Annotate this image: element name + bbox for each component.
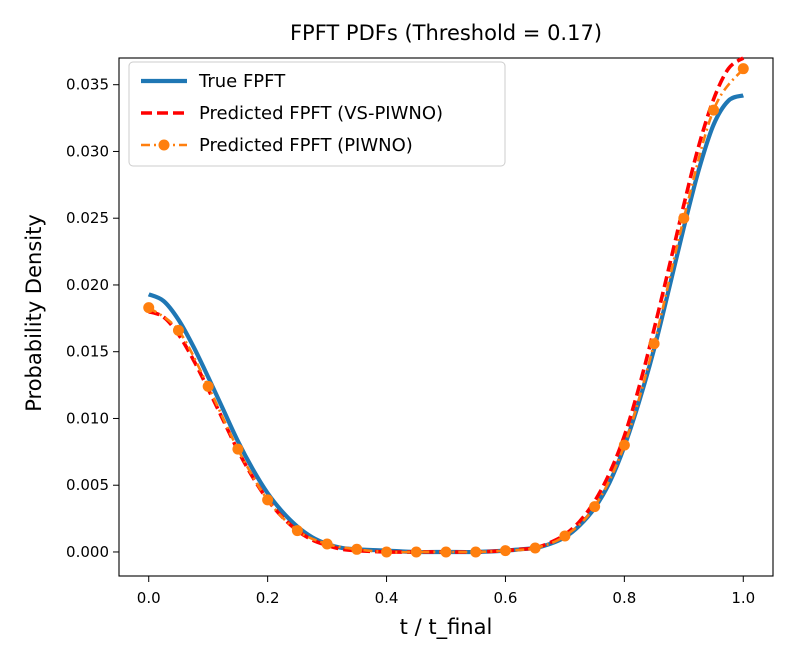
data-point xyxy=(440,546,452,558)
data-point xyxy=(202,380,214,392)
data-point xyxy=(172,324,184,336)
data-point xyxy=(737,63,749,75)
data-point xyxy=(648,338,660,350)
y-tick-label: 0.035 xyxy=(66,76,109,94)
y-tick-label: 0.020 xyxy=(66,276,109,294)
chart-title: FPFT PDFs (Threshold = 0.17) xyxy=(290,21,602,45)
x-tick-label: 0.2 xyxy=(256,589,280,607)
plot-frame xyxy=(118,57,774,577)
data-point xyxy=(291,525,303,537)
data-point xyxy=(618,439,630,451)
x-tick-label: 0.0 xyxy=(137,589,161,607)
y-tick-label: 0.025 xyxy=(66,209,109,227)
legend: True FPFT Predicted FPFT (VS-PIWNO) Predic… xyxy=(128,61,506,167)
x-tick-label: 1.0 xyxy=(731,589,755,607)
y-tick-label: 0.000 xyxy=(66,543,109,561)
legend-label-2: Predicted FPFT (VS-PIWNO) xyxy=(199,103,443,124)
data-point xyxy=(559,530,571,542)
y-tick-label: 0.030 xyxy=(66,142,109,160)
plot-area: 0.0 0.2 0.4 0.6 0.8 1.0 0.000 0.005 0.010 0.015 0.… xyxy=(66,56,774,607)
series-line-3 xyxy=(147,67,745,554)
data-point xyxy=(678,212,690,224)
legend-label-1: True FPFT xyxy=(198,71,286,92)
y-axis-title: Probability Density xyxy=(22,214,46,412)
data-point xyxy=(529,542,541,554)
legend-label-3: Predicted FPFT (PIWNO) xyxy=(199,135,413,156)
data-point xyxy=(143,302,155,314)
data-point xyxy=(499,545,511,557)
x-axis-title: t / t_final xyxy=(400,615,493,640)
data-point xyxy=(321,538,333,550)
data-point xyxy=(589,501,601,513)
data-point xyxy=(470,546,482,558)
x-tick-label: 0.8 xyxy=(612,589,636,607)
y-tick-label: 0.005 xyxy=(66,476,109,494)
data-point xyxy=(262,494,274,506)
data-point xyxy=(410,546,422,558)
x-tick-label: 0.4 xyxy=(375,589,399,607)
data-point xyxy=(351,543,363,555)
data-point xyxy=(708,104,720,116)
legend-box xyxy=(128,61,506,167)
x-tick-label: 0.6 xyxy=(494,589,518,607)
data-point xyxy=(232,443,244,455)
y-tick-label: 0.015 xyxy=(66,343,109,361)
data-point xyxy=(381,546,393,558)
legend-marker xyxy=(158,139,170,151)
y-tick-label: 0.010 xyxy=(66,409,109,427)
